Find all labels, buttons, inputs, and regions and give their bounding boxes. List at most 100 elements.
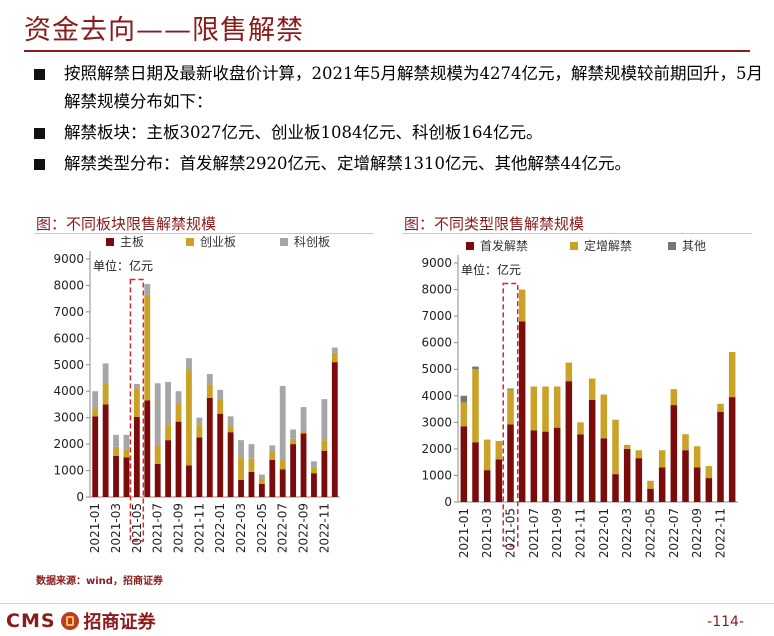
chart2-highlight-box (502, 282, 519, 547)
chart2-bar (507, 389, 514, 425)
chart1-bar (196, 437, 203, 497)
chart2-y-tick-label: 2000 (421, 442, 452, 456)
chart2-y-tick-label: 0 (444, 495, 452, 509)
chart2-bar (460, 402, 468, 427)
chart2-legend-swatch (668, 242, 676, 250)
chart2-x-tick-label: 2022-03 (620, 508, 634, 558)
chart1-bar (217, 389, 224, 400)
title-divider (24, 50, 750, 52)
chart1-bar (165, 440, 172, 497)
chart2-bar (717, 411, 724, 502)
chart2-title: 图：不同类型限售解禁规模 (404, 215, 585, 233)
chart1-x-tick-label: 2022-01 (213, 503, 227, 553)
chart1-bar (217, 413, 224, 497)
chart1-bar (258, 478, 265, 484)
chart1-bar (154, 445, 161, 464)
chart2-legend-swatch (466, 242, 474, 250)
chart1-bar (269, 452, 276, 460)
chart1-bar (113, 456, 119, 497)
chart1-bar (206, 397, 213, 497)
chart1-bar (92, 408, 99, 417)
chart1-y-tick-label: 7000 (53, 305, 84, 319)
chart2-bar (612, 419, 619, 475)
chart2-bar (705, 478, 713, 502)
logo-cms-text: CMS (6, 610, 56, 632)
chart1-bar (300, 407, 307, 431)
chart2-x-tick-label: 2021-09 (550, 508, 564, 558)
chart1-y-tick-label: 5000 (53, 358, 84, 372)
chart2-bar (518, 289, 526, 322)
chart1-bar (311, 467, 317, 474)
chart1-legend-swatch (186, 238, 194, 246)
chart1-bar (269, 445, 276, 453)
chart2-bar (518, 321, 526, 502)
bullet-text: 按照解禁日期及最新收盘价计算，2021年5月解禁规模为4274亿元，解禁规模较前… (64, 64, 763, 111)
chart2-bar (577, 434, 584, 502)
cms-logo: CMS 招商证券 (6, 610, 156, 633)
chart1-bar (206, 384, 213, 398)
chart2-bar (647, 480, 654, 489)
chart1-bar (238, 440, 244, 458)
chart1-bar (113, 434, 119, 447)
chart2-unit-label: 单位：亿元 (461, 262, 521, 277)
bullet-list: 按照解禁日期及最新收盘价计算，2021年5月解禁规模为4274亿元，解禁规模较前… (32, 60, 767, 181)
chart2-legend-swatch (570, 242, 578, 250)
chart2-bar (588, 399, 596, 502)
chart2-bar (693, 467, 701, 502)
chart1-unit-label: 单位：亿元 (93, 258, 153, 273)
chart2-y-tick-label: 5000 (421, 362, 452, 376)
bullet-square-icon (34, 159, 45, 170)
footer-divider (0, 603, 774, 604)
bullet-square-icon (34, 128, 45, 139)
bullet-item: 解禁板块：主板3027亿元、创业板1084亿元、科创板164亿元。 (32, 119, 767, 147)
chart1-bar (133, 388, 140, 417)
chart2-x-tick-label: 2022-07 (667, 508, 681, 558)
bullet-item: 解禁类型分布：首发解禁2920亿元、定增解禁1310亿元、其他解禁44亿元。 (32, 150, 767, 178)
chart1-bar (113, 446, 119, 457)
chart1-bar (290, 444, 297, 497)
chart2-y-tick-label: 8000 (421, 283, 452, 297)
chart1-legend-label: 创业板 (200, 235, 236, 249)
chart2-bar (472, 369, 479, 443)
chart1-y-tick-label: 2000 (53, 437, 84, 451)
chart2-bar (495, 440, 503, 460)
chart2-y-tick-label: 7000 (421, 309, 452, 323)
chart2-bar (495, 459, 503, 502)
chart2-bar (600, 438, 608, 502)
chart1-bar (123, 457, 130, 497)
chart2-y-tick-label: 4000 (421, 389, 452, 403)
chart1-bar (227, 416, 234, 426)
chart1-svg: 主板 创业板 科创板 0 1000 2000 3000 4000 5000 6000 7000 800… (53, 235, 340, 553)
chart1-x-tick-label: 2021-11 (192, 503, 206, 553)
chart1-bar (227, 432, 234, 497)
chart2-bar (635, 450, 643, 459)
chart1-bar (331, 362, 338, 497)
chart2-bar (553, 427, 561, 502)
chart1-bar (248, 458, 255, 472)
chart1-x-tick-label: 2022-07 (276, 503, 290, 553)
chart1-bar (290, 438, 297, 445)
chart1-y-tick-label: 0 (76, 490, 84, 504)
chart1-bar (300, 430, 307, 434)
chart2-bar (682, 434, 689, 451)
chart1-x-tick-label: 2022-09 (297, 503, 311, 553)
chart1-bar (175, 421, 182, 497)
chart2-bar (682, 450, 689, 502)
chart2-bar (565, 381, 573, 502)
data-source-note: 数据来源：wind，招商证券 (36, 576, 163, 587)
chart1-bar (196, 417, 203, 425)
chart2-legend-label: 首发解禁 (480, 238, 528, 253)
chart1-bar (102, 363, 109, 384)
chart1-bar (321, 440, 328, 451)
bullet-text: 解禁板块：主板3027亿元、创业板1084亿元、科创板164亿元。 (64, 123, 543, 142)
chart1-x-tick-label: 2021-01 (88, 503, 102, 553)
bullet-item: 按照解禁日期及最新收盘价计算，2021年5月解禁规模为4274亿元，解禁规模较前… (32, 60, 767, 116)
chart2-bar (658, 467, 666, 502)
chart2-bar (553, 386, 561, 428)
chart1-legend-swatch (106, 238, 114, 246)
chart1-y-tick-label: 4000 (53, 384, 84, 398)
chart2-bar (530, 430, 538, 502)
chart1-bar (279, 469, 286, 497)
chart1-bar (331, 347, 338, 353)
chart2-bar (542, 431, 549, 502)
